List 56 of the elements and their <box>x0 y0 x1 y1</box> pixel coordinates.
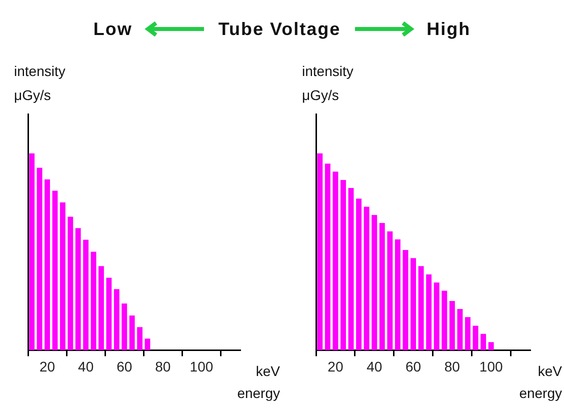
y-axis-title: intensity μGy/s <box>302 63 354 103</box>
bar <box>83 240 89 350</box>
bar <box>44 179 50 350</box>
chart-title: Low <box>93 18 132 40</box>
bar <box>122 304 128 350</box>
bar <box>434 282 440 350</box>
bar <box>418 266 424 350</box>
bar <box>364 206 370 350</box>
x-tick-label: 40 <box>366 358 382 374</box>
bar <box>75 228 81 350</box>
bar <box>387 231 393 350</box>
bar <box>36 168 42 350</box>
bar <box>129 316 135 350</box>
bar <box>410 258 416 350</box>
bar <box>356 198 362 350</box>
x-tick-label: 40 <box>78 358 94 374</box>
x-tick-label: 80 <box>444 358 460 374</box>
bar <box>472 326 478 350</box>
bar <box>52 190 58 350</box>
bar <box>137 327 142 350</box>
bar <box>426 274 432 350</box>
bar <box>340 180 346 350</box>
x-tick-label: 20 <box>328 358 344 374</box>
bar <box>98 266 104 350</box>
bar <box>394 239 400 350</box>
x-axis-title: keV energy <box>237 363 281 402</box>
bar <box>480 334 486 350</box>
text: Tube Voltage <box>218 18 341 40</box>
bar <box>324 164 330 350</box>
bar <box>402 250 408 350</box>
chart-title: High <box>426 18 471 40</box>
x-axis-title: keV energy <box>519 363 563 402</box>
bar <box>465 317 470 350</box>
x-tick-label: 100 <box>190 358 214 374</box>
bar <box>449 300 455 350</box>
bar <box>114 289 120 350</box>
x-tick-label: 20 <box>39 358 56 374</box>
bar <box>68 216 74 350</box>
x-tick-label: 100 <box>479 358 503 374</box>
bar <box>379 223 385 350</box>
bar <box>144 338 150 350</box>
bar <box>488 342 494 350</box>
bar <box>332 172 338 350</box>
x-tick-label: 80 <box>155 358 171 374</box>
x-tick-label: 60 <box>405 358 422 374</box>
bar <box>106 278 112 350</box>
bar <box>372 214 378 350</box>
bar <box>457 309 463 350</box>
bar <box>317 153 323 350</box>
bar <box>348 188 354 350</box>
bar <box>442 290 448 350</box>
x-tick-label: 60 <box>116 358 132 374</box>
bar <box>90 252 96 350</box>
y-axis-title: intensity μGy/s <box>14 63 66 103</box>
bar <box>29 153 35 350</box>
bar <box>60 202 66 350</box>
